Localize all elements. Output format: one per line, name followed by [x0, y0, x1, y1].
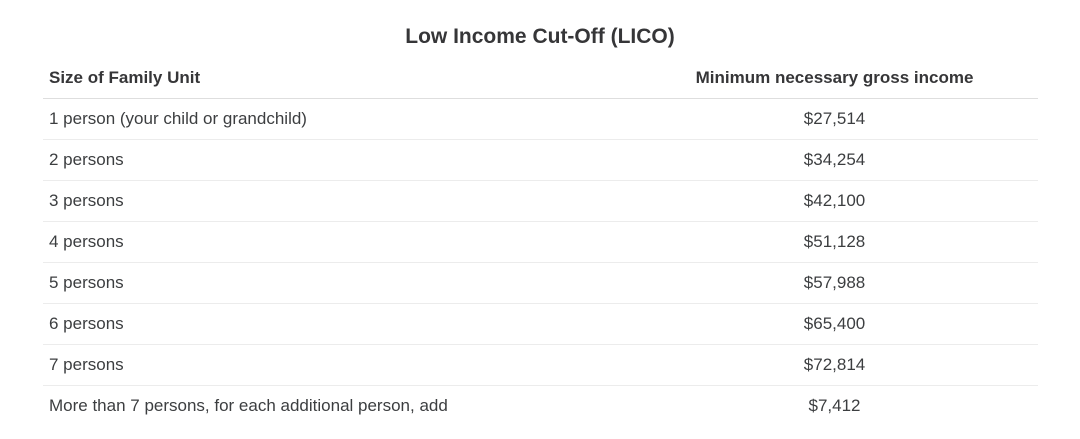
- income-cell: $34,254: [631, 139, 1038, 181]
- header-row: Size of Family Unit Minimum necessary gr…: [43, 58, 1038, 99]
- table-title: Low Income Cut-Off (LICO): [405, 25, 675, 48]
- table-header: Size of Family Unit Minimum necessary gr…: [43, 58, 1038, 99]
- income-cell: $27,514: [631, 98, 1038, 140]
- family-size-cell: 2 persons: [43, 139, 632, 181]
- table-body: 1 person (your child or grandchild) $27,5…: [43, 98, 1038, 427]
- income-cell: $57,988: [631, 262, 1038, 304]
- column-header-income: Minimum necessary gross income: [631, 58, 1038, 99]
- income-cell: $42,100: [631, 180, 1038, 222]
- table-row: More than 7 persons, for each additional…: [43, 386, 1038, 427]
- table-row: 7 persons $72,814: [43, 344, 1038, 386]
- table-row: 6 persons $65,400: [43, 303, 1038, 345]
- table-row: 4 persons $51,128: [43, 221, 1038, 263]
- income-cell: $72,814: [631, 344, 1038, 386]
- table-row: 1 person (your child or grandchild) $27,5…: [43, 98, 1038, 140]
- family-size-cell: 4 persons: [43, 221, 632, 263]
- table-row: 5 persons $57,988: [43, 262, 1038, 304]
- table-row: 2 persons $34,254: [43, 139, 1038, 181]
- family-size-cell: 3 persons: [43, 180, 632, 222]
- family-size-cell: More than 7 persons, for each additional…: [49, 396, 448, 415]
- family-size-cell: 7 persons: [43, 344, 632, 386]
- lico-table: Size of Family Unit Minimum necessary gr…: [43, 58, 1038, 426]
- income-cell: $65,400: [631, 303, 1038, 345]
- income-cell: $51,128: [631, 221, 1038, 263]
- family-size-cell: 1 person (your child or grandchild): [43, 98, 632, 140]
- family-size-cell: 5 persons: [43, 262, 632, 304]
- column-header-family-size: Size of Family Unit: [43, 58, 632, 99]
- income-cell: $7,412: [808, 396, 861, 415]
- table-row: 3 persons $42,100: [43, 180, 1038, 222]
- family-size-cell: 6 persons: [43, 303, 632, 345]
